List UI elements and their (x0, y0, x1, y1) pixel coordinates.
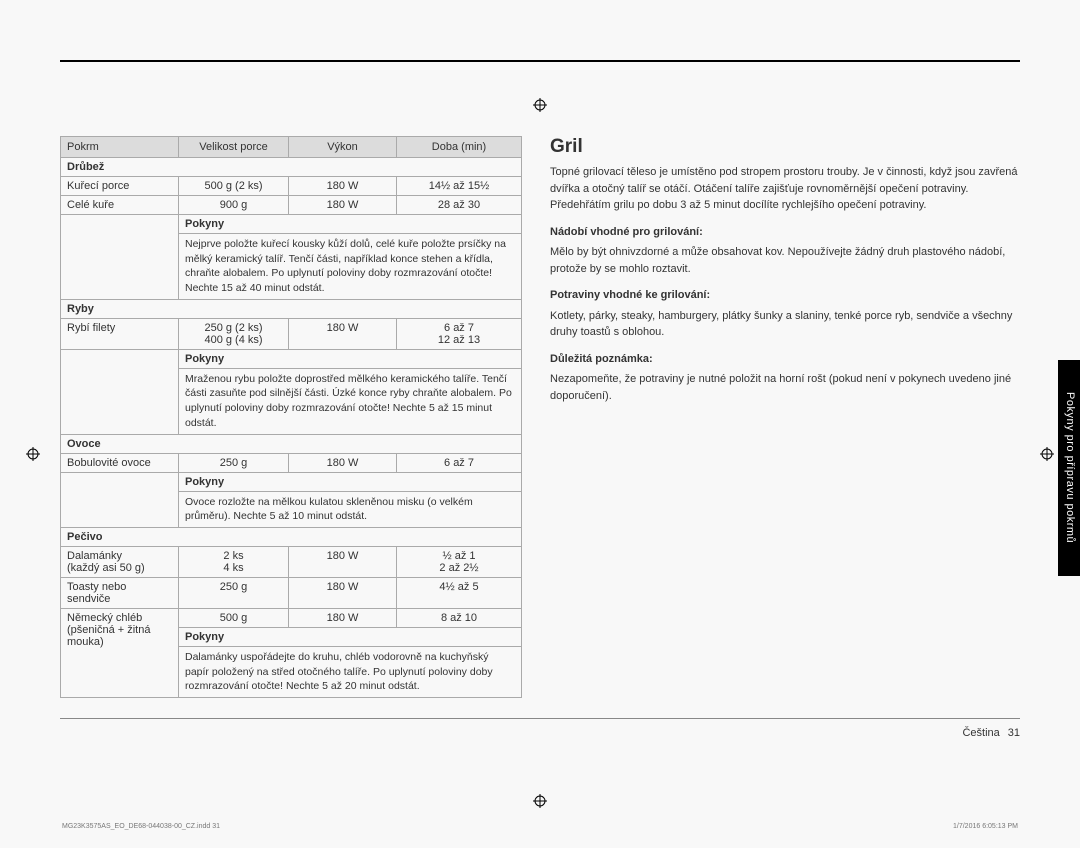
table-row: Kuřecí porce 500 g (2 ks) 180 W 14½ až 1… (61, 177, 522, 196)
section-title: Gril (550, 136, 1020, 158)
instructions: Nejprve položte kuřecí kousky kůží dolů,… (179, 234, 522, 300)
table-row: Rybí filety 250 g (2 ks)400 g (4 ks) 180… (61, 318, 522, 349)
instructions: Ovoce rozložte na mělkou kulatou skleněn… (179, 491, 522, 527)
page-number: Čeština31 (60, 718, 1020, 739)
th-doba: Doba (min) (397, 137, 522, 158)
crop-mark-icon (1040, 447, 1054, 461)
subhead-poznamka: Důležitá poznámka: (550, 351, 1020, 368)
crop-mark-icon (26, 447, 40, 461)
subhead-nadobi: Nádobí vhodné pro grilování: (550, 224, 1020, 241)
category-pecivo: Pečivo (61, 527, 522, 546)
crop-mark-icon (533, 98, 547, 112)
pokyny-label: Pokyny (179, 472, 522, 491)
table-row: Dalamánky (každý asi 50 g) 2 ks4 ks 180 … (61, 546, 522, 577)
intro-text: Topné grilovací těleso je umístěno pod s… (550, 164, 1020, 214)
instructions: Dalamánky uspořádejte do kruhu, chléb vo… (179, 646, 522, 697)
footer-date: 1/7/2016 6:05:13 PM (953, 823, 1018, 830)
category-drubez: Drůbež (61, 158, 522, 177)
defrost-table-column: Pokrm Velikost porce Výkon Doba (min) Dr… (60, 136, 522, 698)
instructions: Mraženou rybu položte doprostřed mělkého… (179, 368, 522, 434)
th-vykon: Výkon (289, 137, 397, 158)
pokyny-label: Pokyny (179, 627, 522, 646)
table-row: Německý chléb (pšeničná + žitná mouka) 5… (61, 608, 522, 627)
table-row: Toasty nebo sendviče 250 g 180 W 4½ až 5 (61, 577, 522, 608)
table-row: Pokyny (61, 215, 522, 234)
subhead-potraviny: Potraviny vhodné ke grilování: (550, 287, 1020, 304)
pokyny-label: Pokyny (179, 349, 522, 368)
body-text: Mělo by být ohnivzdorné a může obsahovat… (550, 244, 1020, 277)
defrost-table: Pokrm Velikost porce Výkon Doba (min) Dr… (60, 136, 522, 698)
table-row: Pokyny (61, 349, 522, 368)
gril-column: Gril Topné grilovací těleso je umístěno … (550, 136, 1020, 698)
table-row: Bobulovité ovoce 250 g 180 W 6 až 7 (61, 453, 522, 472)
body-text: Kotlety, párky, steaky, hamburgery, plát… (550, 308, 1020, 341)
th-pokrm: Pokrm (61, 137, 179, 158)
body-text: Nezapomeňte, že potraviny je nutné polož… (550, 371, 1020, 404)
crop-mark-icon (533, 794, 547, 808)
pokyny-label: Pokyny (179, 215, 522, 234)
th-velikost: Velikost porce (179, 137, 289, 158)
section-tab: Pokyny pro přípravu pokrmů (1058, 360, 1080, 576)
category-ovoce: Ovoce (61, 434, 522, 453)
footer-file: MG23K3575AS_EO_DE68-044038-00_CZ.indd 31 (62, 823, 220, 830)
table-row: Pokyny (61, 472, 522, 491)
table-row: Celé kuře 900 g 180 W 28 až 30 (61, 196, 522, 215)
category-ryby: Ryby (61, 299, 522, 318)
